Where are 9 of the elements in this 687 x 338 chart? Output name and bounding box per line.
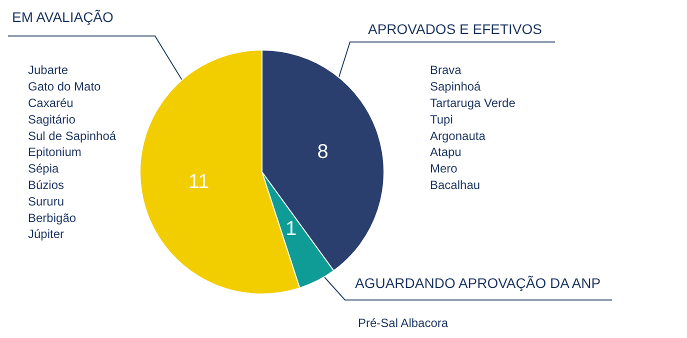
slice-label: EM AVALIAÇÃO xyxy=(12,9,114,25)
data-label: 1 xyxy=(285,218,297,240)
text: Jubarte Gato do Mato Caxaréu Sagitário Sul de Sapinhoá Epitonium Sépia Búzios Sururu Berbigão Júpiter xyxy=(28,63,116,242)
text: Brava Sapinhoá Tartaruga Verde Tupi Argonauta Atapu Mero Bacalhau xyxy=(430,63,516,192)
data-label: 8 xyxy=(317,141,328,164)
text: Pré-Sal Albacora xyxy=(358,316,448,330)
data-label: 11 xyxy=(188,171,210,194)
slice-label: APROVADOS E EFETIVOS xyxy=(368,21,542,37)
slice-label: AGUARDANDO APROVAÇÃO DA ANP xyxy=(355,275,601,291)
